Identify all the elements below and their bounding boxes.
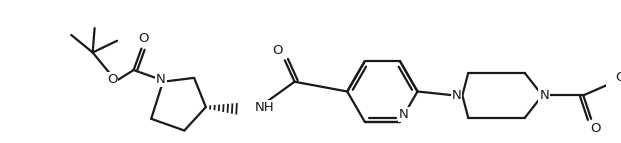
Text: N: N — [540, 89, 549, 102]
Text: O: O — [590, 122, 601, 135]
Text: O: O — [107, 73, 117, 86]
Text: N: N — [399, 108, 409, 121]
Text: O: O — [138, 32, 148, 45]
Text: N: N — [156, 73, 166, 86]
Text: O: O — [272, 44, 283, 57]
Text: O: O — [615, 71, 621, 84]
Text: N: N — [451, 89, 461, 102]
Text: NH: NH — [255, 101, 274, 114]
